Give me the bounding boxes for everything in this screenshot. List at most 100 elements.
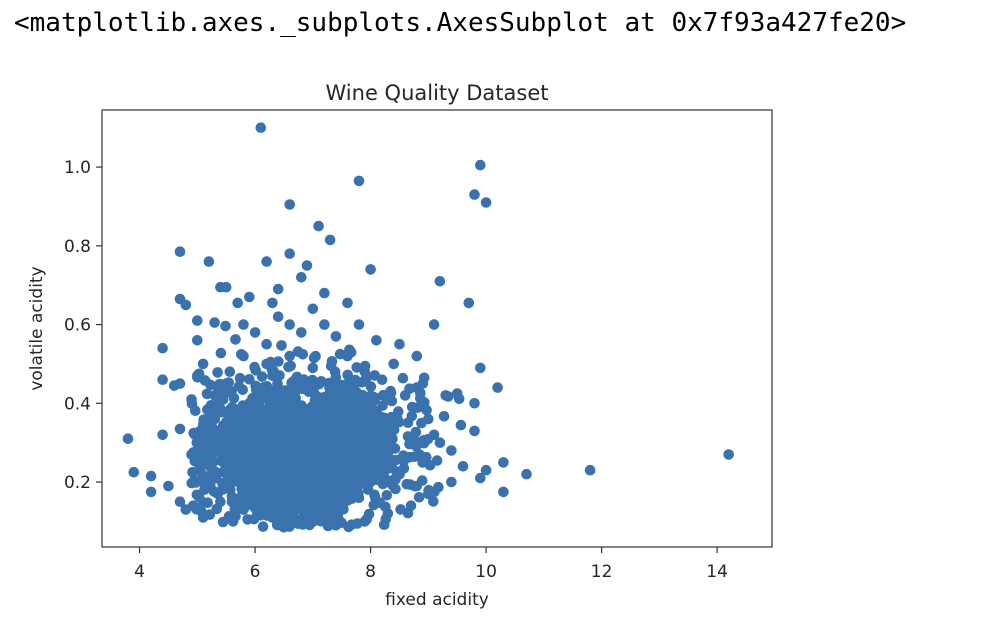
scatter-point [226,405,238,417]
scatter-point [397,372,409,384]
scatter-point [428,496,439,507]
x-tick-label: 14 [706,562,728,582]
scatter-point [157,429,168,441]
scatter-point [399,390,411,401]
scatter-point [353,464,365,476]
scatter-point [302,384,313,395]
scatter-point [273,459,285,471]
scatter-point [192,457,203,468]
scatter-point [451,388,463,399]
scatter-point [308,352,320,364]
scatter-point [230,470,241,482]
scatter-point [255,450,267,461]
scatter-point [301,260,313,271]
axes-frame [101,109,773,548]
scatter-point [244,413,256,424]
scatter-point [296,327,307,338]
scatter-point [411,382,423,393]
scatter-point [278,413,290,425]
scatter-point [249,429,261,441]
scatter-point [480,464,492,476]
scatter-point [174,378,186,389]
scatter-point [187,466,198,478]
scatter-point [584,464,596,476]
scatter-point [257,407,268,418]
scatter-point [255,122,267,133]
scatter-point [463,297,475,309]
scatter-point [272,283,284,295]
scatter-point [278,393,290,405]
scatter-point [307,374,318,386]
scatter-point [211,434,223,445]
scatter-point [297,433,308,445]
scatter-point [220,320,231,332]
scatter-point [336,468,348,480]
scatter-point [376,453,388,464]
scatter-point [343,456,354,467]
scatter-point [307,516,319,527]
scatter-point [289,424,301,435]
scatter-point [378,464,390,475]
scatter-point [410,426,422,438]
scatter-point [255,394,267,405]
x-axis-label: fixed acidity [385,590,489,610]
scatter-point [290,449,301,460]
scatter-point [346,405,357,416]
scatter-point [272,311,284,323]
scatter-point [250,380,261,392]
scatter-point [344,381,356,393]
scatter-point [334,481,346,492]
scatter-point [237,384,248,396]
scatter-point [197,476,209,488]
scatter-point [342,369,354,381]
scatter-point [371,335,382,346]
scatter-point [180,299,192,311]
scatter-point [359,452,370,464]
scatter-point [267,370,278,382]
scatter-point [197,358,209,370]
scatter-point [394,468,405,480]
scatter-point [412,402,424,414]
y-axis: 0.2 0.4 0.6 0.8 1.0 [64,158,102,493]
scatter-point [276,340,287,351]
scatter-point [723,449,734,460]
scatter-point [469,398,480,409]
scatter-point [262,495,273,507]
scatter-point [186,449,197,460]
scatter-point [417,457,428,468]
scatter-point [324,472,335,483]
scatter-point [351,419,363,431]
scatter-point [301,425,313,437]
scatter-point [290,410,302,422]
scatter-point [257,460,268,472]
scatter-point [319,287,330,299]
y-tick-label: 0.4 [64,394,91,414]
scatter-point [319,457,330,468]
x-tick-label: 6 [250,562,261,582]
scatter-point [203,256,215,267]
scatter-point [332,495,343,507]
y-tick-label: 1.0 [64,158,91,178]
scatter-point [273,356,284,367]
scatter-point [226,496,238,508]
scatter-point [475,159,486,171]
scatter-point [297,490,308,501]
scatter-point [163,480,174,492]
scatter-point [428,429,440,441]
scatter-point [157,374,168,386]
scatter-point [244,291,255,303]
scatter-point [261,338,272,350]
scatter-point [215,496,226,508]
scatter-point [215,445,226,456]
scatter-point [274,507,285,518]
scatter-point [224,366,236,378]
y-tick-label: 0.2 [64,473,91,493]
scatter-point [324,437,336,449]
scatter-point [322,511,334,522]
scatter-point [226,386,237,397]
scatter-point [250,365,261,376]
scatter-point [316,470,327,482]
scatter-point [261,358,272,370]
scatter-point [238,319,249,330]
